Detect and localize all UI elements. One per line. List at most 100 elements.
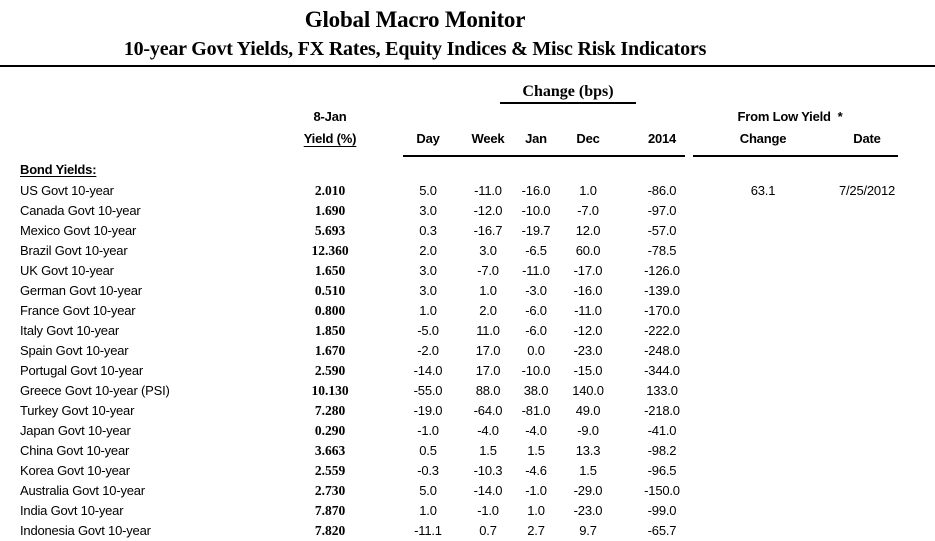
change-columns-rule bbox=[403, 155, 685, 157]
dec-cell: 140.0 bbox=[572, 383, 604, 398]
spacer bbox=[702, 241, 713, 261]
dec-cell: 12.0 bbox=[575, 223, 601, 238]
day-cell: -0.3 bbox=[417, 463, 439, 478]
name-cell: Indonesia Govt 10-year bbox=[20, 523, 151, 538]
table-row: Portugal Govt 10-year 2.590 -14.0 17.0 -10.0… bbox=[0, 361, 935, 381]
table-row: Indonesia Govt 10-year 7.820 -11.1 0.7 2.7 9.… bbox=[0, 521, 935, 541]
y2014-cell: -78.5 bbox=[647, 243, 677, 258]
table-row: China Govt 10-year 3.663 0.5 1.5 1.5 13.3 -98.… bbox=[0, 441, 935, 461]
week-cell: 0.7 bbox=[479, 523, 497, 538]
spacer bbox=[702, 521, 713, 541]
dec-cell: -23.0 bbox=[573, 503, 603, 518]
name-cell: UK Govt 10-year bbox=[20, 263, 114, 278]
day-cell: -11.1 bbox=[414, 523, 442, 538]
dec-cell: -23.0 bbox=[573, 343, 603, 358]
y2014-cell: -126.0 bbox=[644, 263, 680, 278]
spacer bbox=[374, 421, 398, 441]
y2014-cell: -139.0 bbox=[644, 283, 680, 298]
jan-cell: -10.0 bbox=[521, 363, 551, 378]
page-title: Global Macro Monitor bbox=[304, 7, 526, 32]
spacer bbox=[702, 401, 713, 421]
spacer bbox=[374, 341, 398, 361]
jan-cell: 0.0 bbox=[527, 343, 545, 358]
yield-cell: 12.360 bbox=[311, 243, 349, 258]
week-cell: 88.0 bbox=[475, 383, 501, 398]
spacer bbox=[374, 381, 398, 401]
week-cell: -1.0 bbox=[477, 503, 499, 518]
name-cell: Turkey Govt 10-year bbox=[20, 403, 135, 418]
date-cell bbox=[813, 341, 921, 361]
yield-cell: 3.663 bbox=[314, 443, 346, 458]
table-row: UK Govt 10-year 1.650 3.0 -7.0 -11.0 -17.0 -12… bbox=[0, 261, 935, 281]
spacer bbox=[702, 301, 713, 321]
change-cell bbox=[713, 261, 813, 281]
week-cell: -16.7 bbox=[473, 223, 503, 238]
date-cell bbox=[813, 201, 921, 221]
y2014-cell: -218.0 bbox=[644, 403, 680, 418]
spacer bbox=[702, 201, 713, 221]
spacer bbox=[374, 201, 398, 221]
day-cell: -2.0 bbox=[417, 343, 439, 358]
table-row: Japan Govt 10-year 0.290 -1.0 -4.0 -4.0 -9.0 -… bbox=[0, 421, 935, 441]
y2014-cell: -97.0 bbox=[647, 203, 677, 218]
y2014-cell: -344.0 bbox=[644, 363, 680, 378]
col-header-2014: 2014 bbox=[647, 131, 677, 146]
dec-cell: -16.0 bbox=[573, 283, 603, 298]
yield-cell: 1.850 bbox=[314, 323, 346, 338]
week-cell: 11.0 bbox=[476, 323, 500, 338]
week-cell: -14.0 bbox=[473, 483, 503, 498]
dec-cell: -29.0 bbox=[573, 483, 603, 498]
date-cell bbox=[813, 401, 921, 421]
name-cell: Italy Govt 10-year bbox=[20, 323, 119, 338]
yield-cell: 0.510 bbox=[314, 283, 346, 298]
name-cell: Spain Govt 10-year bbox=[20, 343, 129, 358]
yield-cell: 7.820 bbox=[314, 523, 346, 538]
spacer bbox=[374, 441, 398, 461]
yield-cell: 2.559 bbox=[314, 463, 346, 478]
table-row: Greece Govt 10-year (PSI) 10.130 -55.0 88.0… bbox=[0, 381, 935, 401]
spacer bbox=[374, 361, 398, 381]
dec-cell: -12.0 bbox=[573, 323, 603, 338]
day-cell: 2.0 bbox=[419, 243, 437, 258]
jan-cell: 38.0 bbox=[523, 383, 549, 398]
date-cell bbox=[813, 381, 921, 401]
jan-cell: -6.0 bbox=[525, 323, 547, 338]
jan-cell: -81.0 bbox=[521, 403, 551, 418]
week-cell: 1.0 bbox=[479, 283, 497, 298]
dec-cell: 13.3 bbox=[575, 443, 601, 458]
spacer bbox=[702, 261, 713, 281]
name-cell: China Govt 10-year bbox=[20, 443, 130, 458]
day-cell: -5.0 bbox=[417, 323, 439, 338]
day-cell: 3.0 bbox=[419, 263, 437, 278]
jan-cell: -3.0 bbox=[525, 283, 547, 298]
spacer bbox=[374, 481, 398, 501]
yield-cell: 1.650 bbox=[314, 263, 346, 278]
spacer bbox=[702, 321, 713, 341]
jan-cell: -6.0 bbox=[525, 303, 547, 318]
name-cell: Portugal Govt 10-year bbox=[20, 363, 143, 378]
dec-cell: 9.7 bbox=[579, 523, 597, 538]
table-row: Canada Govt 10-year 1.690 3.0 -12.0 -10.0 -7.… bbox=[0, 201, 935, 221]
change-cell bbox=[713, 201, 813, 221]
name-cell: Brazil Govt 10-year bbox=[20, 243, 128, 258]
table-row: Korea Govt 10-year 2.559 -0.3 -10.3 -4.6 1.5 -… bbox=[0, 461, 935, 481]
day-cell: 3.0 bbox=[419, 203, 437, 218]
col-header-from-low-yield: From Low Yield * bbox=[737, 109, 843, 124]
jan-cell: -4.0 bbox=[525, 423, 547, 438]
date-cell bbox=[813, 521, 921, 541]
table-row: Spain Govt 10-year 1.670 -2.0 17.0 0.0 -23.0 -… bbox=[0, 341, 935, 361]
from-low-columns-rule bbox=[693, 155, 898, 157]
name-cell: Mexico Govt 10-year bbox=[20, 223, 137, 238]
spacer bbox=[702, 481, 713, 501]
yield-cell: 7.870 bbox=[314, 503, 346, 518]
yield-cell: 2.730 bbox=[314, 483, 346, 498]
dec-cell: 1.5 bbox=[579, 463, 597, 478]
col-header-day: Day bbox=[416, 131, 440, 146]
dec-cell: 60.0 bbox=[575, 243, 601, 258]
week-cell: -4.0 bbox=[477, 423, 499, 438]
dec-cell: -9.0 bbox=[577, 423, 599, 438]
name-cell: India Govt 10-year bbox=[20, 503, 124, 518]
page-subtitle: 10-year Govt Yields, FX Rates, Equity In… bbox=[123, 38, 707, 60]
change-cell bbox=[713, 321, 813, 341]
